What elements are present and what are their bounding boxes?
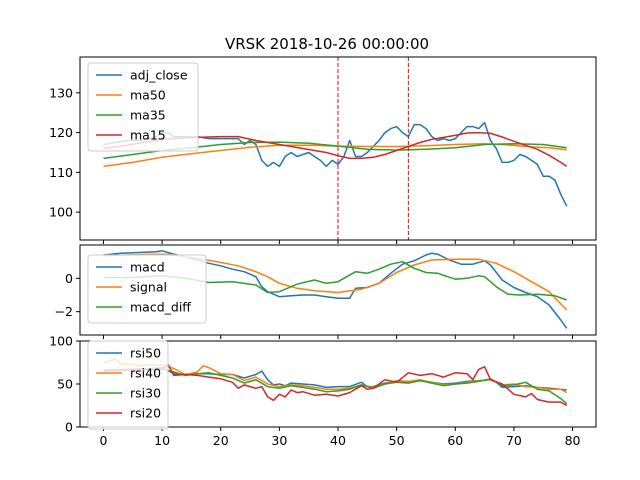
y-tick-label: −2	[55, 304, 73, 319]
chart-title: VRSK 2018-10-26 00:00:00	[225, 35, 429, 53]
y-tick-label: 100	[49, 205, 73, 220]
y-tick-label: 50	[57, 377, 73, 392]
y-tick-label: 0	[65, 271, 73, 286]
series-macd-diff	[103, 260, 567, 301]
rsi-panel: 0 10 20 30 40 50 60 70 80050100rsi50rsi40rsi30rs…	[49, 334, 597, 448]
price-panel: 100 110 120 130 adj_close ma50 ma35 ma15	[49, 56, 597, 244]
x-tick-label: 10	[154, 433, 170, 448]
x-tick-label: 30	[271, 433, 287, 448]
series-adj-close	[103, 121, 568, 207]
legend-box	[87, 62, 199, 152]
series-ma50	[103, 142, 567, 168]
legend-box	[87, 340, 169, 430]
series-ma15	[103, 131, 568, 168]
y-tick-label: 0	[65, 420, 73, 435]
x-tick-label: 80	[565, 433, 581, 448]
y-tick-label: 100	[49, 334, 73, 349]
x-tick-label: 60	[447, 433, 463, 448]
legend: macd signal macd_diff	[87, 254, 207, 324]
legend-label: ma35	[130, 108, 166, 123]
series-lines	[103, 358, 568, 407]
x-tick-label: 20	[213, 433, 229, 448]
series-rsi20	[103, 363, 568, 407]
legend-label: signal	[130, 280, 167, 295]
x-tick-label: 70	[506, 433, 522, 448]
legend-label: macd	[130, 260, 165, 275]
legend-label: rsi50	[130, 346, 161, 361]
legend-label: ma15	[130, 128, 166, 143]
y-tick-label: 130	[49, 85, 73, 100]
legend-label: rsi20	[130, 406, 161, 421]
series-rsi30	[103, 367, 568, 405]
x-tick-label: 40	[330, 433, 346, 448]
legend: rsi50 rsi40 rsi30 rsi20	[87, 340, 169, 430]
legend-label: rsi30	[130, 386, 161, 401]
legend-label: rsi40	[130, 366, 161, 381]
legend-label: adj_close	[130, 68, 188, 83]
legend: adj_close ma50 ma35 ma15	[87, 62, 199, 152]
x-tick-label: 50	[389, 433, 405, 448]
y-tick-label: 120	[49, 125, 73, 140]
x-tick-label: 0	[99, 433, 107, 448]
legend-box	[87, 254, 207, 324]
macd-panel: −2 0 macd signal macd_diff	[55, 244, 597, 339]
legend-label: macd_diff	[130, 300, 191, 315]
legend-label: ma50	[130, 88, 166, 103]
y-tick-label: 110	[49, 165, 73, 180]
